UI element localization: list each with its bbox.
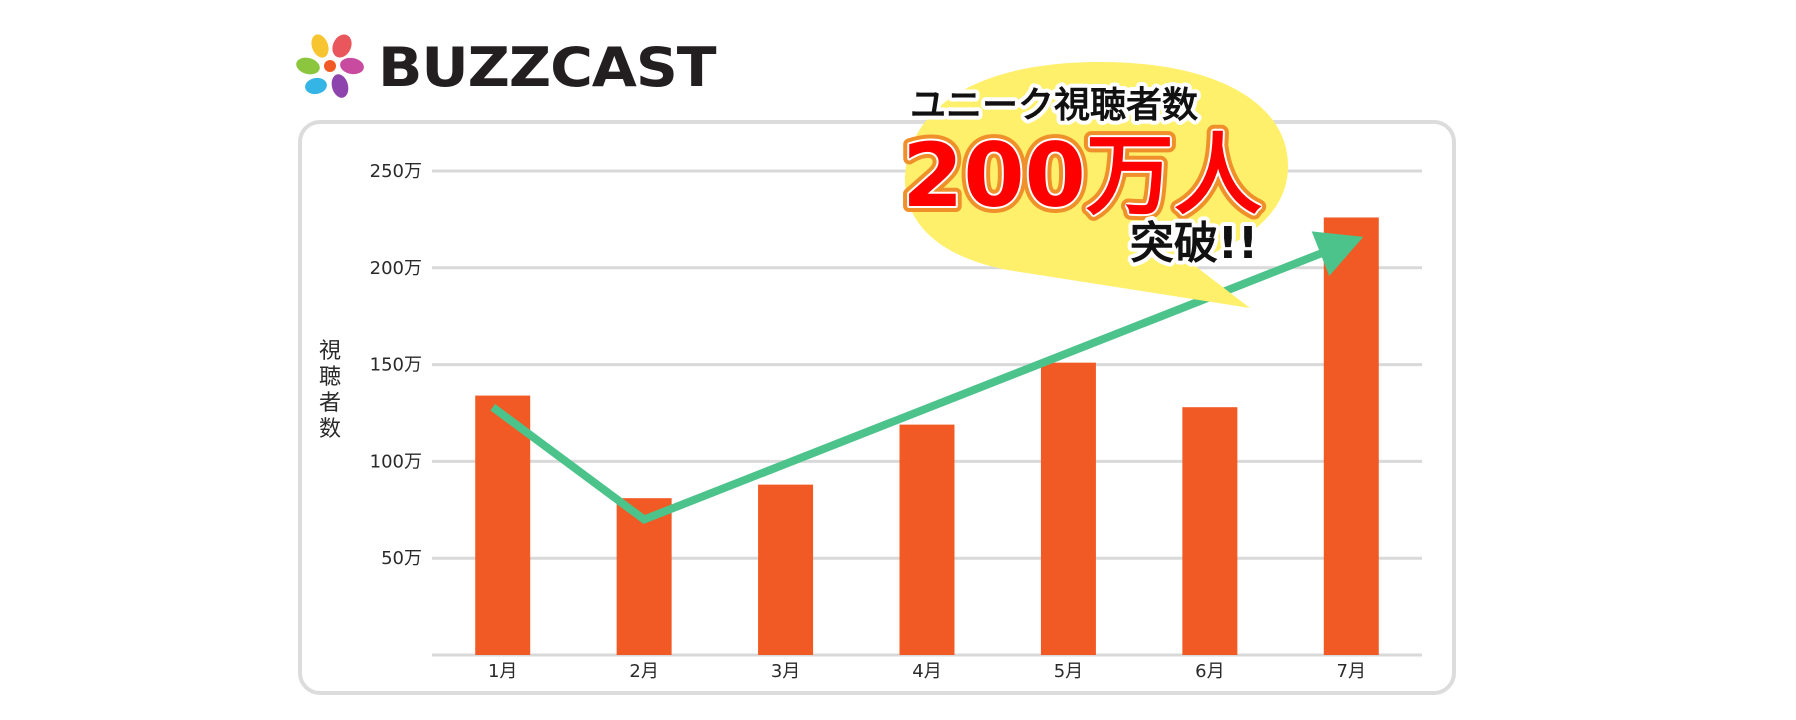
trend-arrow-head <box>1311 231 1364 276</box>
callout-line-3: 突破!! <box>1130 218 1258 269</box>
callout-bubble: ユニーク視聴者数 200万人 200万人 突破!! <box>896 62 1288 308</box>
trend-arrow-line <box>490 246 1331 525</box>
x-tick-label: 3月 <box>771 661 800 682</box>
bar <box>899 424 955 655</box>
y-axis-label: 視聴者数 <box>319 339 341 442</box>
buzzcast-logo: BUZZCAST <box>296 32 717 104</box>
logo-wordmark: BUZZCAST <box>378 36 717 99</box>
callout-line-2-outline: 200万人 <box>902 124 1262 227</box>
callout-line-1: ユニーク視聴者数 <box>910 85 1198 126</box>
x-tick-label: 6月 <box>1195 661 1224 682</box>
x-tick-label: 5月 <box>1054 661 1083 682</box>
bar <box>475 395 531 655</box>
x-tick-label: 1月 <box>488 661 517 682</box>
y-tick-label: 150万 <box>370 355 422 376</box>
x-tick-label: 2月 <box>629 661 658 682</box>
flower-logo-icon <box>296 34 364 98</box>
bar <box>758 484 814 655</box>
x-tick-label: 4月 <box>912 661 941 682</box>
callout-bubble-shape <box>905 62 1288 308</box>
bar <box>1040 362 1096 655</box>
y-tick-label: 100万 <box>370 451 422 472</box>
bar <box>616 498 672 655</box>
chart-frame <box>298 120 1456 695</box>
bar <box>1323 217 1379 656</box>
callout-line-2: 200万人 <box>902 124 1262 227</box>
y-tick-label: 50万 <box>381 548 422 569</box>
y-tick-label: 200万 <box>370 258 422 279</box>
bar <box>1182 407 1238 655</box>
y-tick-label: 250万 <box>370 161 422 182</box>
x-tick-label: 7月 <box>1337 661 1366 682</box>
